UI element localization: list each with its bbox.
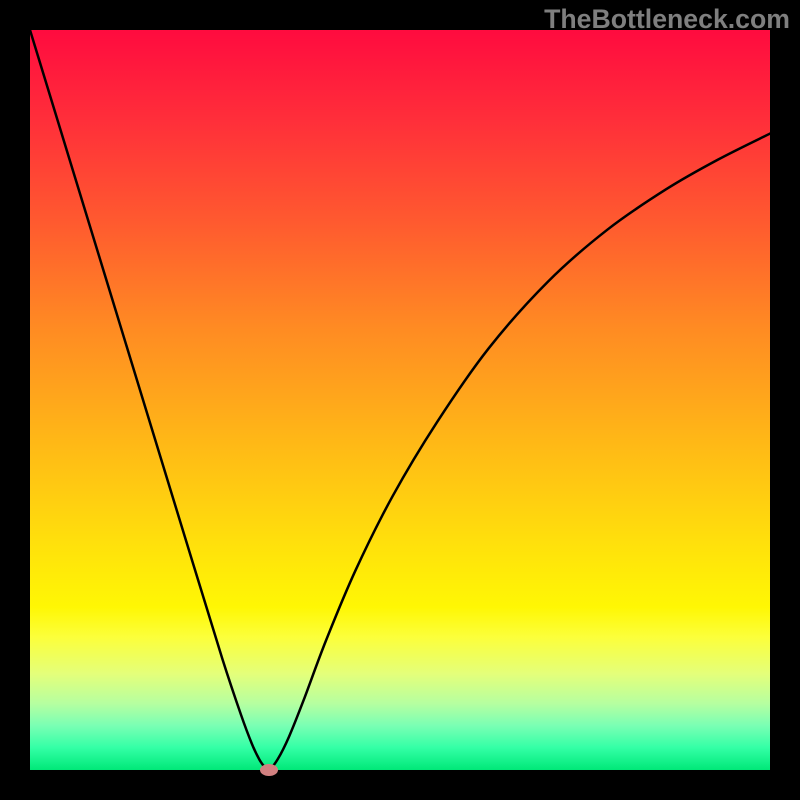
bottleneck-curve xyxy=(30,30,770,770)
curve-layer xyxy=(30,30,770,770)
optimum-marker xyxy=(260,764,278,776)
watermark-text: TheBottleneck.com xyxy=(544,4,790,35)
plot-area xyxy=(30,30,770,770)
chart-frame: TheBottleneck.com xyxy=(0,0,800,800)
